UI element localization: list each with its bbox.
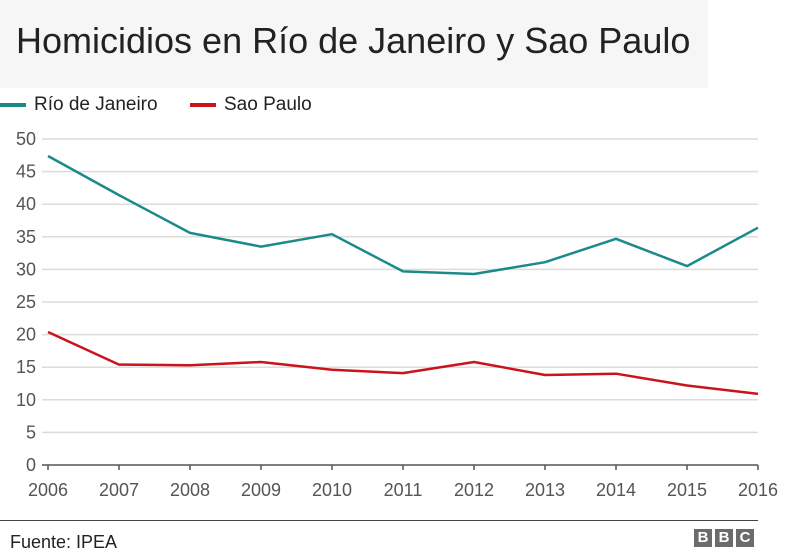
series-line-sao (47, 330, 759, 396)
legend-label-rio: Río de Janeiro (34, 94, 158, 115)
bbc-logo-letter: C (736, 529, 754, 547)
series-line-rio (47, 154, 759, 276)
legend-label-sao: Sao Paulo (224, 94, 312, 115)
y-tick-label: 25 (16, 292, 36, 312)
x-tick-label: 2007 (99, 480, 139, 500)
x-tick-label: 2016 (738, 480, 778, 500)
x-tick-label: 2009 (241, 480, 281, 500)
bbc-logo: B B C (694, 529, 754, 547)
y-tick-label: 5 (26, 422, 36, 442)
title-bar: Homicidios en Río de Janeiro y Sao Paulo (0, 0, 708, 88)
y-tick-label: 20 (16, 325, 36, 345)
source-note: Fuente: IPEA (10, 532, 118, 552)
footer-divider (0, 520, 758, 521)
legend-swatch-rio (0, 103, 26, 107)
x-tick-label: 2014 (596, 480, 636, 500)
chart-title: Homicidios en Río de Janeiro y Sao Paulo (16, 20, 691, 61)
x-tick-label: 2015 (667, 480, 707, 500)
y-tick-label: 45 (16, 162, 36, 182)
bbc-logo-letter: B (694, 529, 712, 547)
x-tick-label: 2006 (28, 480, 68, 500)
y-tick-label: 50 (16, 129, 36, 149)
y-tick-label: 35 (16, 227, 36, 247)
y-tick-label: 15 (16, 357, 36, 377)
x-tick-label: 2008 (170, 480, 210, 500)
x-tick-label: 2013 (525, 480, 565, 500)
line-chart: 0 5 10 15 20 25 30 35 40 45 50 2006 2007 2008 2009 2010… (16, 129, 778, 500)
y-tick-label: 30 (16, 259, 36, 279)
x-tick-label: 2012 (454, 480, 494, 500)
legend-swatch-sao (190, 103, 216, 107)
y-tick-label: 40 (16, 194, 36, 214)
x-tick-label: 2010 (312, 480, 352, 500)
x-tick-label: 2011 (384, 480, 423, 500)
y-tick-label: 10 (16, 390, 36, 410)
y-tick-label: 0 (26, 455, 36, 475)
bbc-logo-letter: B (715, 529, 733, 547)
